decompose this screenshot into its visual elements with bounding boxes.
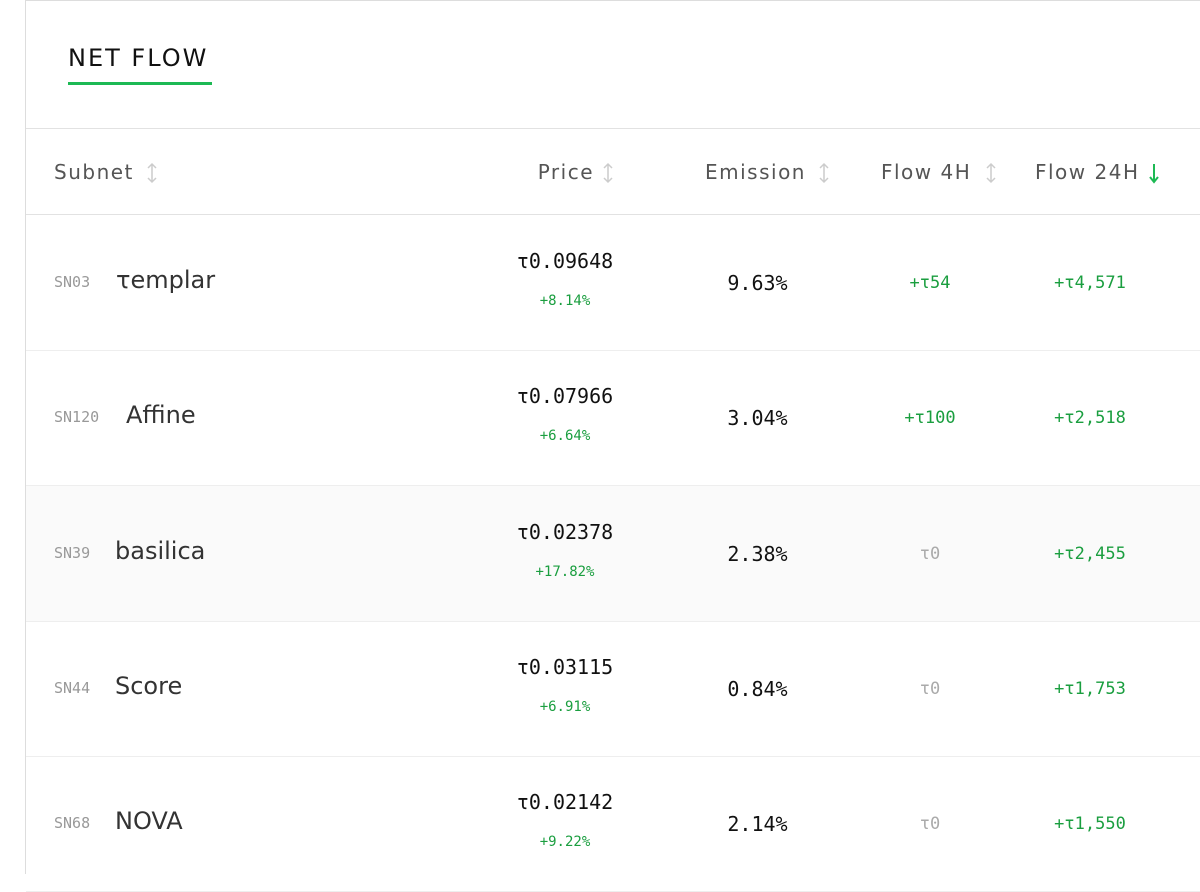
subnet-name[interactable]: NOVA xyxy=(115,807,183,835)
emission: 3.04% xyxy=(727,406,788,430)
subnet-id: SN68 xyxy=(54,814,91,832)
flow-4h: +τ54 xyxy=(909,273,951,293)
price: τ0.07966 xyxy=(516,384,614,408)
column-header[interactable]: Flow 24H xyxy=(1035,160,1140,184)
divider xyxy=(26,128,1200,129)
column-header[interactable]: Subnet xyxy=(54,160,134,184)
price-change: +17.82% xyxy=(535,564,595,580)
subnet-name[interactable]: Score xyxy=(115,672,183,700)
sort-icon[interactable] xyxy=(146,162,158,184)
flow-4h: +τ100 xyxy=(904,408,956,428)
panel xyxy=(25,0,1200,874)
flow-24h: +τ2,518 xyxy=(1054,408,1126,428)
subnet-name[interactable]: τemplar xyxy=(116,266,216,294)
flow-24h: +τ1,550 xyxy=(1054,814,1126,834)
sort-icon[interactable] xyxy=(985,162,997,184)
flow-24h: +τ2,455 xyxy=(1054,544,1126,564)
price-change: +9.22% xyxy=(539,834,591,850)
subnet-name[interactable]: Affine xyxy=(126,401,196,429)
subnet-name[interactable]: basilica xyxy=(115,537,206,565)
price: τ0.03115 xyxy=(516,655,614,679)
column-header[interactable]: Flow 4H xyxy=(881,160,972,184)
price-change: +6.64% xyxy=(539,428,591,444)
flow-4h: τ0 xyxy=(919,679,941,699)
emission: 2.38% xyxy=(727,542,788,566)
sort-icon-active[interactable] xyxy=(1148,162,1160,184)
flow-4h: τ0 xyxy=(919,814,941,834)
flow-4h: τ0 xyxy=(919,544,941,564)
table-row[interactable]: SN44 Score τ0.03115 +6.91% 0.84% τ0 +τ1,… xyxy=(26,621,1200,757)
table-row[interactable]: SN03 τemplar τ0.09648 +8.14% 9.63% +τ54 … xyxy=(26,215,1200,351)
subnet-id: SN39 xyxy=(54,544,91,562)
flow-24h: +τ4,571 xyxy=(1054,273,1126,293)
divider xyxy=(26,214,1200,215)
sort-icon[interactable] xyxy=(818,162,830,184)
sort-icon[interactable] xyxy=(602,162,614,184)
subnet-id: SN120 xyxy=(54,408,100,426)
tab-underline xyxy=(68,82,212,85)
table-row[interactable]: SN68 NOVA τ0.02142 +9.22% 2.14% τ0 +τ1,5… xyxy=(26,756,1200,892)
column-header[interactable]: Price xyxy=(537,160,594,184)
subnet-id: SN44 xyxy=(54,679,91,697)
flow-24h: +τ1,753 xyxy=(1054,679,1126,699)
tab-title[interactable]: NET FLOW xyxy=(68,44,209,72)
price: τ0.02378 xyxy=(516,520,614,544)
emission: 2.14% xyxy=(727,812,788,836)
table-row[interactable]: SN120 Affine τ0.07966 +6.64% 3.04% +τ100… xyxy=(26,350,1200,486)
emission: 0.84% xyxy=(727,677,788,701)
price-change: +8.14% xyxy=(539,293,591,309)
emission: 9.63% xyxy=(727,271,788,295)
column-header[interactable]: Emission xyxy=(705,160,806,184)
price: τ0.09648 xyxy=(516,249,614,273)
page: NET FLOW Subnet Price Emission Flow 4H F… xyxy=(25,0,1200,892)
price: τ0.02142 xyxy=(516,790,614,814)
price-change: +6.91% xyxy=(539,699,591,715)
table-row[interactable]: SN39 basilica τ0.02378 +17.82% 2.38% τ0 … xyxy=(26,486,1200,622)
subnet-id: SN03 xyxy=(54,273,91,291)
